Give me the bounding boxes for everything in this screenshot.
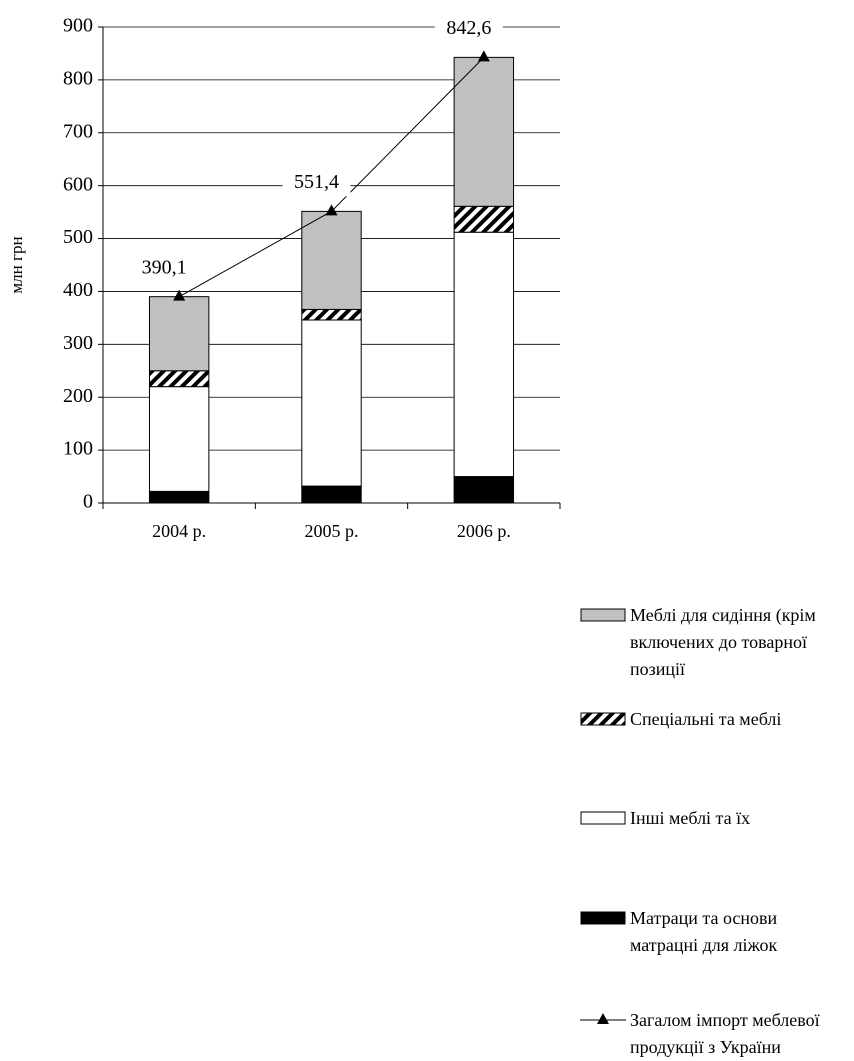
- bar-segment: [453, 56, 515, 207]
- y-tick-label: 0: [83, 491, 93, 513]
- x-tick-label: 2005 р.: [305, 521, 359, 541]
- value-label-bg: [434, 16, 503, 43]
- bar-segment: [301, 308, 362, 321]
- legend-swatch: [580, 1013, 626, 1024]
- y-tick-label: 100: [63, 438, 93, 460]
- bar-segment: [301, 210, 362, 310]
- y-tick-label: 900: [63, 15, 93, 37]
- legend-swatch: [580, 911, 626, 925]
- y-tick-label: 700: [63, 120, 93, 142]
- legend-label: Матраци та основи матрацні для ліжок: [630, 908, 778, 955]
- bar-segment: [453, 231, 515, 478]
- bar-segment: [301, 485, 362, 504]
- bar-segment: [148, 370, 210, 388]
- bar-segment: [148, 490, 210, 504]
- legend-box: [580, 712, 626, 726]
- value-label: 390,1: [142, 256, 187, 278]
- page: млн грн 0 100 200 300 400 500 600 700 800 900 2004…: [7, 15, 820, 1057]
- x-tick-label: 2006 р.: [457, 521, 511, 541]
- legend-label: Спеціальні та меблі: [630, 709, 782, 729]
- legend-label: Інші меблі та їх: [630, 808, 751, 828]
- y-tick-label: 600: [63, 173, 93, 195]
- legend-swatch: [580, 608, 626, 622]
- legend-box: [580, 608, 626, 622]
- value-label: 842,6: [446, 17, 491, 39]
- legend-swatch: [580, 712, 626, 726]
- y-tick-label: 300: [63, 332, 93, 354]
- bar-segment: [148, 296, 210, 372]
- y-tick-label: 400: [63, 279, 93, 301]
- legend-swatch: [580, 811, 626, 825]
- legend-label: Загалом імпорт меблевої продукції з Укра…: [630, 1010, 820, 1057]
- legend-marker: [597, 1013, 609, 1024]
- value-label: 551,4: [294, 171, 339, 193]
- legend-label: Меблі для сидіння (крім включених до тов…: [630, 605, 816, 679]
- x-tick-label: 2004 р.: [152, 521, 206, 541]
- bar-segment: [301, 319, 362, 487]
- legend-box: [580, 811, 626, 825]
- line-marker: [477, 50, 490, 62]
- value-label-bg: [130, 255, 199, 282]
- y-tick-label: 800: [63, 67, 93, 89]
- y-tick-label: 200: [63, 385, 93, 407]
- bar-segment: [453, 205, 515, 233]
- value-label-bg: [282, 170, 351, 197]
- line-marker: [325, 204, 338, 216]
- legend-box: [580, 911, 626, 925]
- bar-segment: [453, 476, 515, 504]
- y-axis-label: млн грн: [7, 236, 26, 293]
- chart: млн грн 0 100 200 300 400 500 600 700 800 900 2004…: [7, 15, 561, 541]
- y-tick-label: 500: [63, 226, 93, 248]
- bar-segment: [148, 386, 210, 492]
- line-marker: [173, 289, 186, 301]
